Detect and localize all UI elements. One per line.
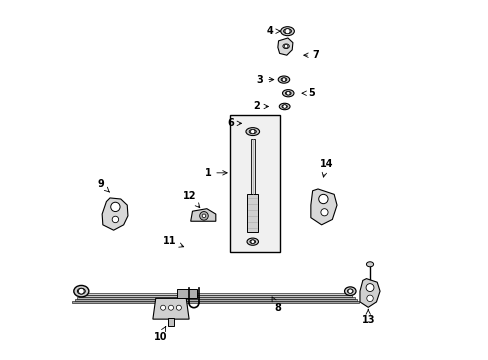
Polygon shape [359, 279, 379, 307]
Circle shape [112, 216, 119, 223]
Polygon shape [102, 198, 128, 230]
Circle shape [286, 91, 289, 95]
Circle shape [347, 289, 352, 293]
Circle shape [199, 212, 208, 220]
Bar [247, 194, 258, 232]
Text: 8: 8 [271, 297, 281, 313]
Bar [79, 295, 352, 297]
Ellipse shape [285, 91, 290, 95]
Polygon shape [153, 298, 189, 319]
Bar [250, 139, 254, 194]
Circle shape [318, 194, 327, 204]
Text: 10: 10 [153, 327, 166, 342]
Polygon shape [190, 209, 215, 221]
Text: 12: 12 [183, 191, 200, 208]
Polygon shape [277, 38, 292, 55]
Circle shape [250, 240, 254, 243]
Text: 1: 1 [204, 168, 227, 178]
Circle shape [282, 105, 286, 108]
Ellipse shape [74, 285, 89, 297]
Circle shape [366, 295, 372, 302]
Ellipse shape [282, 44, 289, 49]
Circle shape [202, 214, 205, 218]
Bar [168, 319, 174, 325]
Bar [81, 293, 349, 295]
Bar [177, 289, 197, 298]
Circle shape [176, 305, 181, 310]
Bar [75, 299, 356, 301]
Ellipse shape [245, 128, 259, 135]
Ellipse shape [346, 289, 352, 293]
Text: 5: 5 [302, 88, 315, 98]
Text: 13: 13 [361, 309, 374, 325]
Ellipse shape [283, 29, 291, 34]
Text: 2: 2 [253, 102, 268, 112]
Polygon shape [310, 189, 336, 225]
Circle shape [168, 305, 173, 310]
Ellipse shape [282, 105, 287, 108]
Circle shape [110, 202, 120, 212]
Ellipse shape [279, 103, 289, 110]
Ellipse shape [246, 238, 258, 245]
Circle shape [78, 288, 84, 294]
Text: 3: 3 [256, 75, 273, 85]
Circle shape [284, 44, 287, 48]
Bar [230, 116, 280, 252]
Text: 4: 4 [266, 26, 280, 36]
Ellipse shape [281, 78, 286, 81]
Bar [77, 297, 354, 299]
Ellipse shape [77, 288, 85, 294]
Ellipse shape [282, 90, 293, 97]
Circle shape [320, 209, 327, 216]
Ellipse shape [344, 287, 355, 296]
Text: 14: 14 [319, 159, 332, 177]
Text: 11: 11 [162, 236, 183, 247]
Ellipse shape [280, 27, 294, 36]
Ellipse shape [249, 130, 256, 134]
Ellipse shape [249, 240, 255, 243]
Circle shape [285, 29, 289, 34]
Text: 7: 7 [303, 50, 319, 60]
Text: 9: 9 [98, 179, 109, 192]
Circle shape [250, 130, 254, 134]
Circle shape [160, 305, 165, 310]
Text: 6: 6 [226, 118, 241, 128]
Ellipse shape [366, 262, 373, 267]
Circle shape [366, 284, 373, 292]
Ellipse shape [278, 76, 289, 83]
Bar [72, 301, 359, 303]
Circle shape [282, 78, 285, 81]
